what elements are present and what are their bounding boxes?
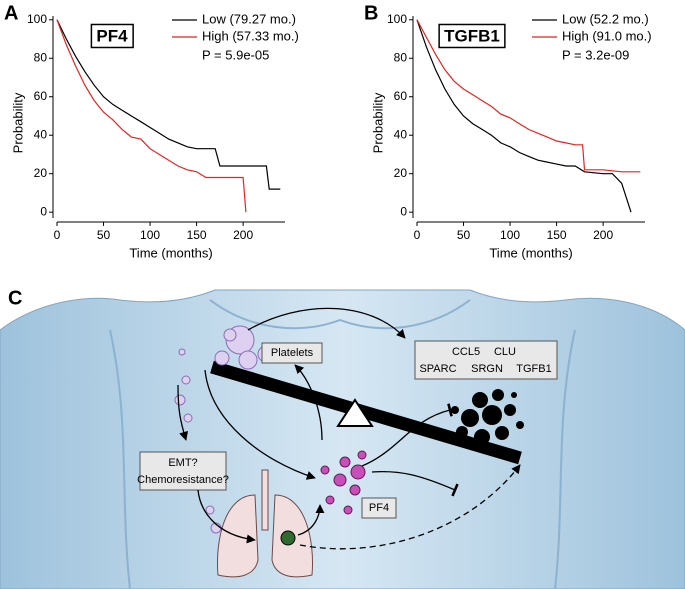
x-tick-label: 0 <box>54 228 61 242</box>
y-tick-label: 0 <box>40 204 47 218</box>
y-tick-label: 40 <box>34 127 48 141</box>
x-tick-label: 150 <box>187 228 207 242</box>
y-tick-label: 0 <box>400 204 407 218</box>
p-value: P = 3.2e-09 <box>562 47 629 62</box>
x-axis-title: Time (months) <box>489 245 572 260</box>
torso <box>0 289 685 589</box>
x-tick-label: 150 <box>547 228 567 242</box>
x-tick-label: 200 <box>233 228 253 242</box>
pf4-box <box>361 497 397 519</box>
pf4-icon <box>320 450 367 515</box>
gene-title: TGFB1 <box>444 26 500 45</box>
y-tick-label: 20 <box>394 166 408 180</box>
tumor-cluster <box>451 389 524 445</box>
x-tick-label: 200 <box>593 228 613 242</box>
survival-curve <box>56 19 281 190</box>
gene-title-box <box>438 23 506 49</box>
balance-beam <box>210 360 522 465</box>
x-tick-label: 100 <box>500 228 520 242</box>
question-label: EMT? <box>168 457 197 469</box>
fulcrum <box>336 398 374 427</box>
gene-label: SPARC <box>419 363 456 375</box>
lung-tumor <box>280 530 296 546</box>
legend-label: Low (79.27 mo.) <box>202 11 296 26</box>
gene-label: CLU <box>494 346 516 358</box>
panel-label: B <box>364 2 378 24</box>
arrows <box>177 307 521 550</box>
x-tick-label: 100 <box>140 228 160 242</box>
body-contour <box>109 299 576 589</box>
gene-box <box>414 340 558 380</box>
p-value: P = 5.9e-05 <box>202 47 269 62</box>
pf4-label: PF4 <box>369 502 389 514</box>
question-label: Chemoresistance? <box>137 474 229 486</box>
y-tick-label: 40 <box>394 127 408 141</box>
platelets-box <box>261 342 323 364</box>
y-tick-label: 60 <box>34 89 48 103</box>
legend-label: High (57.33 mo.) <box>202 28 299 43</box>
x-tick-label: 50 <box>97 228 111 242</box>
survival-curve <box>56 19 247 213</box>
y-tick-label: 80 <box>34 50 48 64</box>
y-tick-label: 20 <box>34 166 48 180</box>
survival-curve <box>416 19 641 173</box>
gene-label: TGFB1 <box>516 363 551 375</box>
gene-title-box <box>90 23 134 49</box>
platelets-label: Platelets <box>271 347 314 359</box>
y-tick-label: 60 <box>394 89 408 103</box>
y-axis-title: Probability <box>370 92 385 153</box>
y-axis-title: Probability <box>10 92 25 153</box>
legend-label: High (91.0 mo.) <box>562 28 652 43</box>
survival-curve <box>416 19 632 213</box>
y-tick-label: 100 <box>27 12 47 26</box>
gene-label: SRGN <box>471 363 503 375</box>
platelets-icon <box>174 325 275 534</box>
panel-label: A <box>4 2 18 24</box>
y-tick-label: 100 <box>387 12 407 26</box>
panel-label: C <box>8 287 22 309</box>
y-tick-label: 80 <box>394 50 408 64</box>
x-axis-title: Time (months) <box>129 245 212 260</box>
gene-title: PF4 <box>96 26 128 45</box>
legend-label: Low (52.2 mo.) <box>562 11 649 26</box>
gene-label: CCL5 <box>452 346 480 358</box>
x-tick-label: 50 <box>457 228 471 242</box>
question-box <box>139 451 227 491</box>
x-tick-label: 0 <box>414 228 421 242</box>
